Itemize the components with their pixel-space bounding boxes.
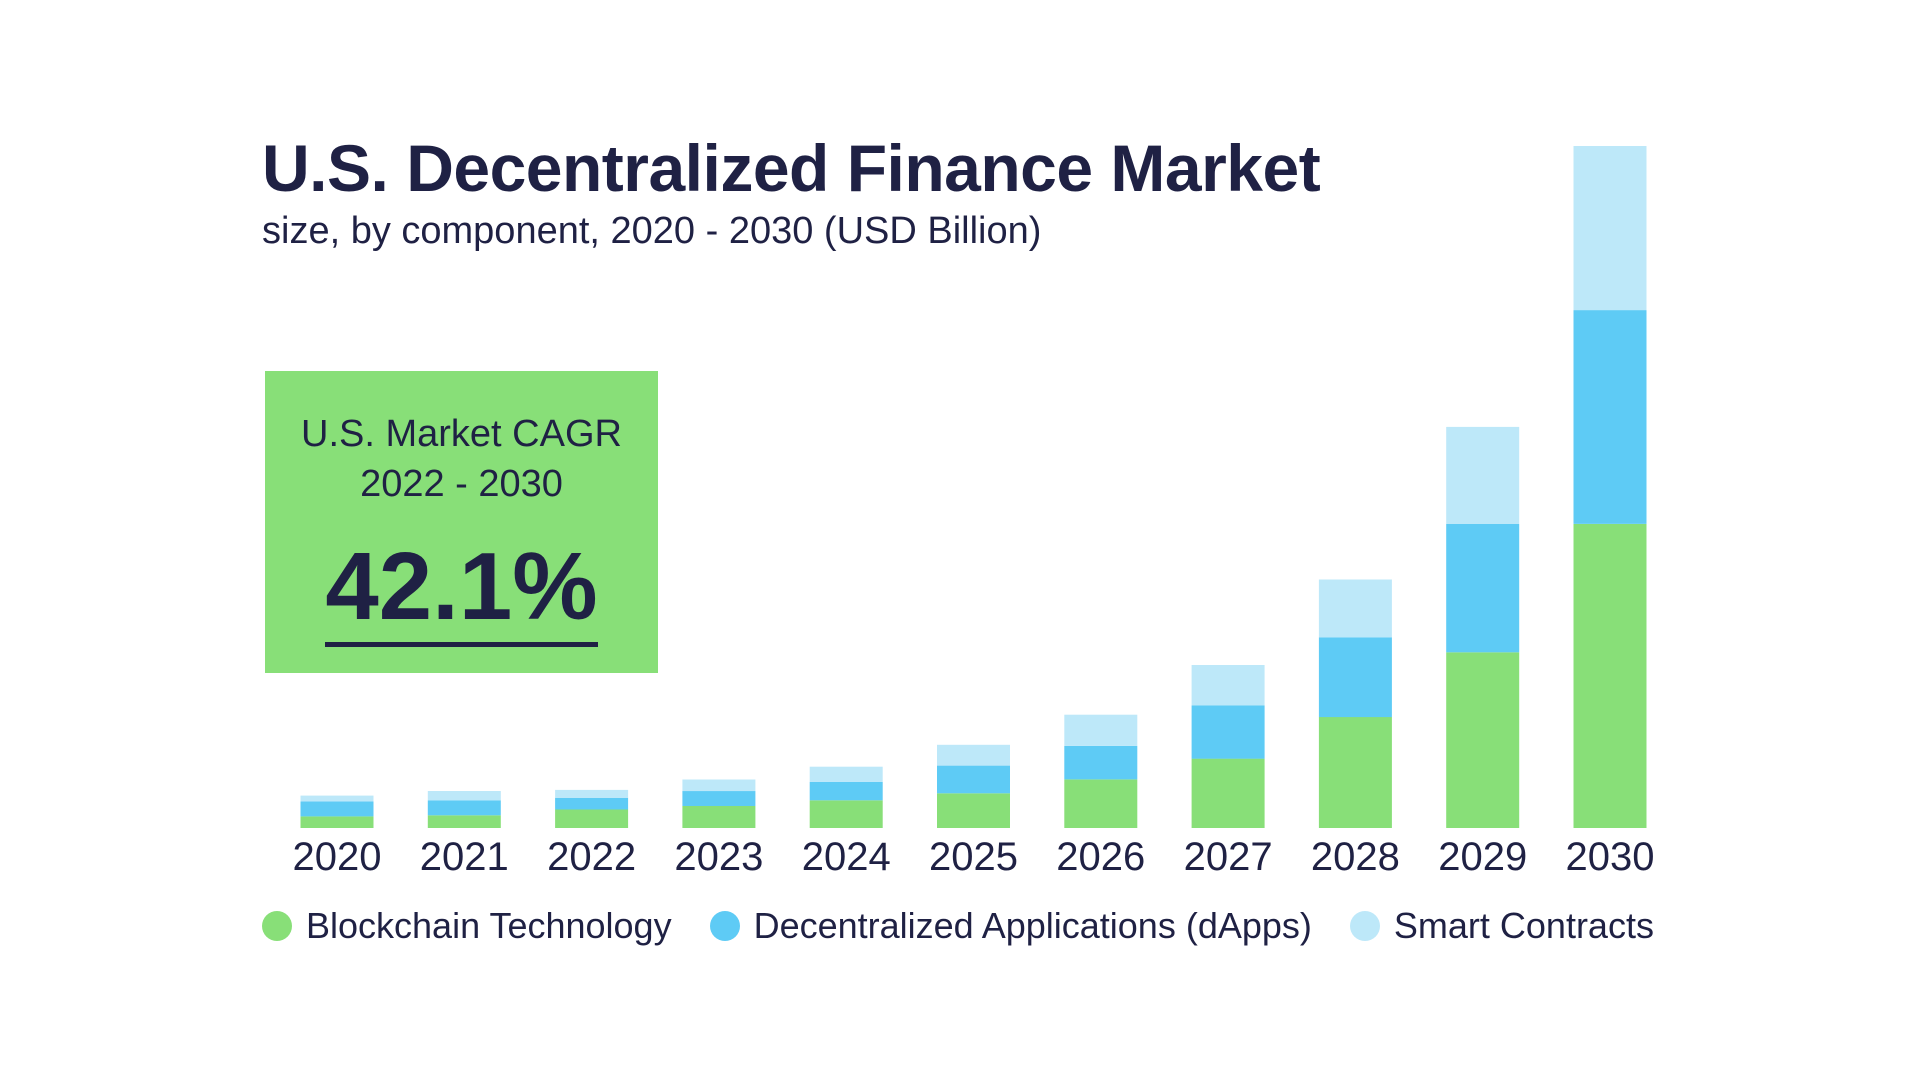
bar-segment-2028-decentralized-applications-dapps [1318, 637, 1392, 718]
stacked-bar-chart: 2020 2021 2022 2023 2024 2025 2026 2027 2028 2029… [293, 146, 1655, 879]
bar-segment-2024-blockchain-technology [809, 800, 883, 828]
legend-label-blockchain: Blockchain Technology [306, 905, 672, 946]
chart-subtitle: size, by component, 2020 - 2030 (USD Bil… [262, 210, 1042, 252]
bar-segment-2023-blockchain-technology [682, 806, 756, 828]
bar-segment-2029-blockchain-technology [1446, 652, 1520, 828]
bar-segment-2028-blockchain-technology [1318, 717, 1392, 828]
bar-segment-2022-blockchain-technology [555, 809, 629, 828]
bar-segment-2021-decentralized-applications-dapps [427, 800, 501, 816]
bar-segment-2029-decentralized-applications-dapps [1446, 524, 1520, 653]
bar-segment-2026-blockchain-technology [1064, 779, 1138, 828]
x-tick-label-2028: 2028 [1311, 835, 1400, 879]
cagr-value-text: 42.1% [325, 533, 598, 647]
cagr-value: 42.1% [265, 533, 658, 647]
chart-legend: Blockchain Technology Decentralized Appl… [262, 904, 1654, 948]
legend-swatch-dapps [709, 911, 740, 941]
legend-label-smart-contracts: Smart Contracts [1393, 905, 1654, 946]
bar-segment-2030-smart-contracts [1573, 146, 1647, 311]
bar-segment-2029-smart-contracts [1446, 426, 1520, 524]
legend-label-dapps: Decentralized Applications (dApps) [753, 905, 1312, 946]
cagr-label: U.S. Market CAGR [301, 413, 622, 455]
x-tick-label-2025: 2025 [929, 835, 1018, 879]
x-tick-label-2030: 2030 [1566, 835, 1655, 879]
bar-segment-2026-decentralized-applications-dapps [1064, 745, 1138, 780]
bar-segment-2020-smart-contracts [300, 795, 374, 802]
x-tick-label-2027: 2027 [1184, 835, 1273, 879]
x-tick-label-2022: 2022 [547, 835, 636, 879]
bar-segment-2020-blockchain-technology [300, 816, 374, 828]
bar-segment-2023-smart-contracts [682, 779, 756, 792]
bar-segment-2020-decentralized-applications-dapps [300, 801, 374, 817]
legend-item-dapps: Decentralized Applications (dApps) [709, 905, 1312, 947]
bar-segment-2026-smart-contracts [1064, 714, 1138, 746]
bar-segment-2028-smart-contracts [1318, 579, 1392, 638]
bar-segment-2022-smart-contracts [555, 789, 629, 798]
x-tick-label-2024: 2024 [802, 835, 891, 879]
bar-segment-2021-smart-contracts [427, 791, 501, 801]
chart-title: U.S. Decentralized Finance Market [262, 131, 1321, 205]
bar-segment-2024-decentralized-applications-dapps [809, 781, 883, 801]
legend-swatch-smart-contracts [1349, 911, 1380, 941]
bar-segment-2025-decentralized-applications-dapps [937, 765, 1010, 794]
x-tick-label-2026: 2026 [1056, 835, 1145, 879]
bar-segment-2030-decentralized-applications-dapps [1573, 310, 1647, 524]
bar-segment-2023-decentralized-applications-dapps [682, 791, 756, 806]
bar-segment-2025-blockchain-technology [937, 793, 1010, 828]
bar-segment-2027-decentralized-applications-dapps [1191, 705, 1265, 759]
cagr-callout: U.S. Market CAGR 2022 - 2030 42.1% [265, 371, 658, 673]
legend-item-blockchain: Blockchain Technology [262, 905, 672, 947]
x-tick-label-2023: 2023 [674, 835, 763, 879]
x-tick-label-2020: 2020 [293, 835, 382, 879]
bar-segment-2030-blockchain-technology [1573, 524, 1647, 828]
bar-segment-2021-blockchain-technology [427, 815, 501, 828]
bar-segment-2027-smart-contracts [1191, 665, 1265, 706]
bar-segment-2025-smart-contracts [937, 744, 1010, 766]
legend-swatch-blockchain [262, 911, 292, 941]
legend-item-smart-contracts: Smart Contracts [1349, 905, 1654, 947]
x-tick-label-2029: 2029 [1438, 835, 1527, 879]
bar-segment-2022-decentralized-applications-dapps [555, 797, 629, 810]
bar-segment-2027-blockchain-technology [1191, 758, 1265, 828]
bar-segment-2024-smart-contracts [809, 766, 883, 782]
x-tick-label-2021: 2021 [420, 835, 509, 879]
cagr-period: 2022 - 2030 [360, 463, 563, 505]
